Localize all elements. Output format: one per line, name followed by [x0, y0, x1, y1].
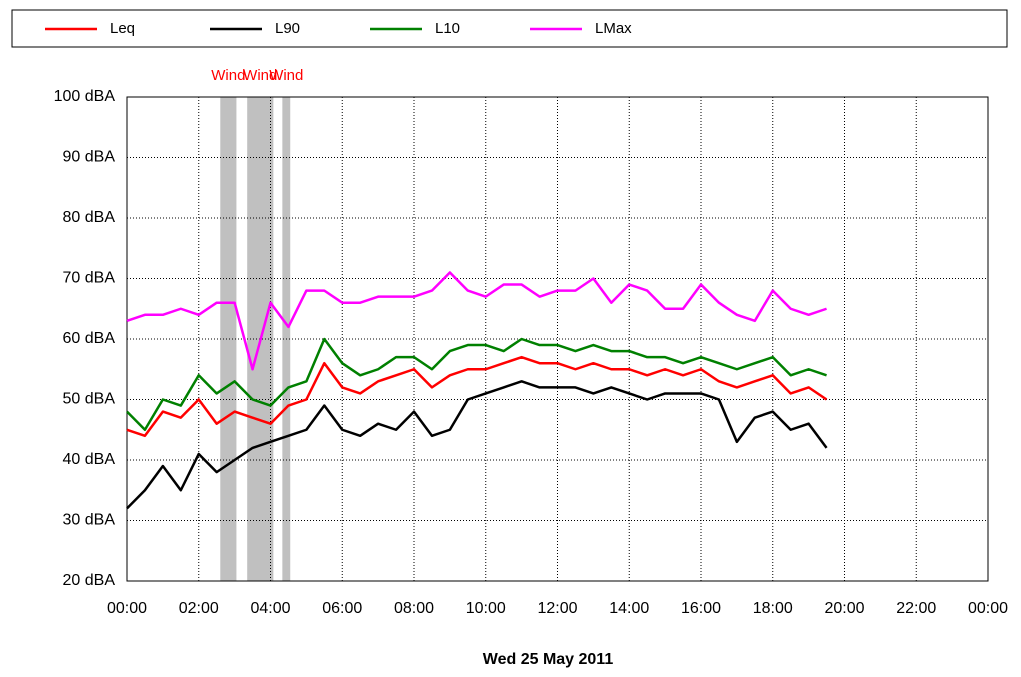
x-axis-label: Wed 25 May 2011	[483, 651, 614, 668]
y-tick-label: 30 dBA	[63, 512, 116, 529]
y-tick-label: 20 dBA	[63, 572, 116, 589]
y-tick-label: 60 dBA	[63, 330, 116, 347]
x-tick-label: 06:00	[322, 600, 362, 617]
plot-frame	[126, 96, 989, 582]
x-tick-label: 02:00	[179, 600, 219, 617]
annotation-label: Wind	[243, 67, 277, 84]
x-tick-label: 22:00	[896, 600, 936, 617]
x-tick-label: 04:00	[250, 600, 290, 617]
annotation-label: Wind	[211, 67, 245, 84]
annotation-label: Wind	[269, 67, 303, 84]
x-tick-label: 08:00	[394, 600, 434, 617]
y-tick-label: 50 dBA	[63, 391, 116, 408]
x-tick-label: 00:00	[968, 600, 1008, 617]
legend-label: Leq	[110, 20, 135, 37]
y-tick-label: 80 dBA	[63, 209, 116, 226]
x-tick-label: 18:00	[753, 600, 793, 617]
y-tick-label: 90 dBA	[63, 149, 116, 166]
series-line	[126, 355, 828, 438]
annotation-band	[220, 97, 237, 581]
series-line	[126, 271, 827, 371]
legend-label: L10	[435, 20, 460, 37]
legend-label: L90	[275, 20, 300, 37]
series-line	[126, 380, 828, 510]
y-tick-label: 70 dBA	[63, 270, 116, 287]
x-tick-label: 10:00	[466, 600, 506, 617]
series-line	[126, 337, 827, 431]
x-tick-label: 12:00	[537, 600, 577, 617]
legend-label: LMax	[595, 20, 632, 37]
y-tick-label: 40 dBA	[63, 451, 116, 468]
legend-box	[11, 9, 1008, 48]
x-tick-label: 16:00	[681, 600, 721, 617]
x-tick-label: 00:00	[107, 600, 147, 617]
x-tick-label: 14:00	[609, 600, 649, 617]
x-tick-label: 20:00	[824, 600, 864, 617]
y-tick-label: 100 dBA	[54, 88, 116, 105]
